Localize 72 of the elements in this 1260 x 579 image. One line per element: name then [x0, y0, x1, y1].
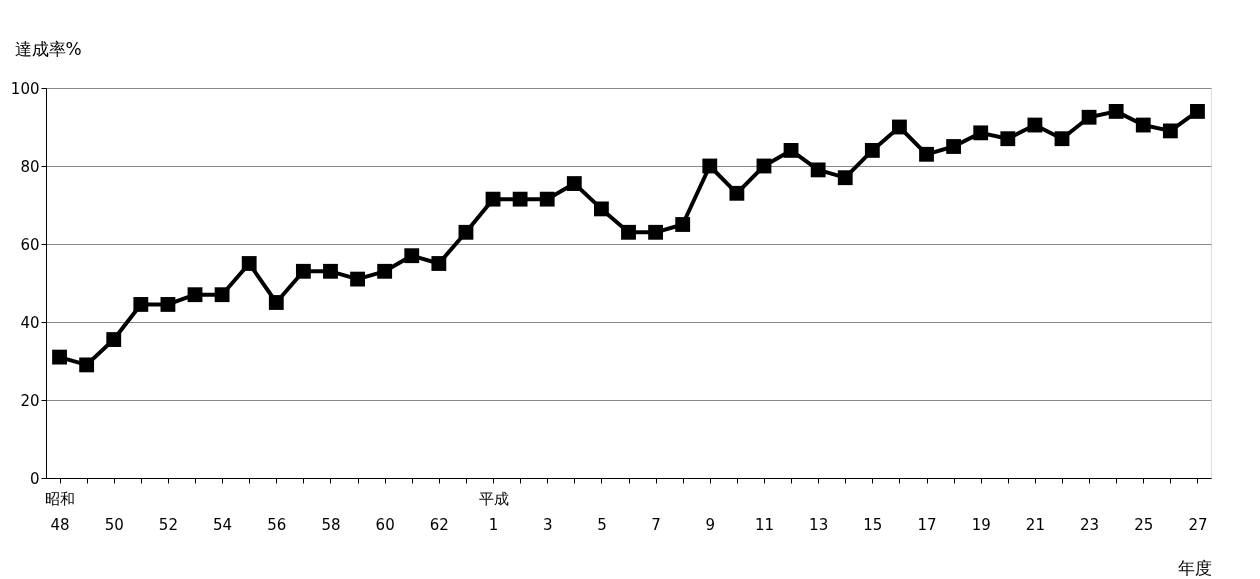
- point: [295, 263, 311, 279]
- x-axis-title: 年度: [1177, 557, 1212, 578]
- point: [187, 287, 203, 303]
- point: [675, 217, 691, 232]
- y-tick-label: 100: [10, 79, 40, 98]
- point: [1027, 117, 1043, 133]
- point: [1081, 109, 1097, 125]
- y-tick-label: 20: [20, 391, 40, 410]
- point: [1108, 103, 1124, 119]
- x-tick-label: 52: [158, 515, 178, 534]
- point: [566, 176, 582, 191]
- point: [892, 119, 907, 135]
- point: [946, 139, 962, 154]
- point: [539, 191, 555, 207]
- point: [160, 297, 176, 312]
- point: [810, 162, 826, 178]
- x-tick-label: 17: [917, 515, 937, 534]
- x-tick-label: 3: [542, 515, 553, 534]
- point: [864, 142, 880, 158]
- x-tick-label: 54: [213, 515, 233, 534]
- x-tick-label: 23: [1080, 515, 1100, 534]
- x-tick-label: 62: [429, 515, 449, 534]
- point: [79, 357, 95, 373]
- point: [133, 297, 149, 312]
- x-tick-label: 60: [375, 515, 395, 534]
- x-tick-label: 19: [971, 515, 991, 534]
- x-tick-label: 13: [809, 515, 829, 534]
- x-tick-label: 25: [1134, 515, 1154, 534]
- point: [404, 248, 420, 264]
- point: [621, 224, 636, 240]
- point: [1190, 103, 1205, 119]
- point: [1000, 131, 1016, 147]
- x-tick-label: 11: [754, 515, 775, 534]
- x-tick-label: 昭和 48: [45, 489, 76, 534]
- point: [241, 256, 257, 271]
- point: [323, 263, 338, 279]
- x-tick-label: 27: [1188, 515, 1208, 534]
- y-tick-label: 80: [20, 157, 40, 176]
- point: [52, 349, 67, 365]
- point: [268, 295, 284, 310]
- point: [919, 146, 934, 162]
- x-tick-label: 50: [104, 515, 124, 534]
- point: [377, 263, 393, 279]
- point: [702, 158, 718, 174]
- x-tick-label: 21: [1025, 515, 1045, 534]
- x-tick-label: 7: [651, 515, 661, 534]
- point: [106, 332, 122, 347]
- point: [1135, 117, 1151, 133]
- point: [973, 125, 989, 141]
- point: [1054, 131, 1070, 147]
- point: [837, 170, 853, 186]
- point: [214, 287, 230, 303]
- point: [431, 256, 447, 271]
- point: [729, 185, 745, 201]
- point: [350, 271, 365, 287]
- y-tick-label: 40: [20, 313, 40, 332]
- x-tick-label: 平成 1: [478, 489, 509, 534]
- x-tick-label: 58: [321, 515, 341, 534]
- y-axis-title: 達成率%: [14, 38, 82, 59]
- point: [648, 224, 664, 240]
- x-tick-label: 56: [267, 515, 287, 534]
- x-tick-label: 5: [597, 515, 607, 534]
- y-tick-label: 60: [20, 235, 40, 254]
- point: [485, 191, 501, 207]
- point: [458, 224, 474, 240]
- x-tick-label: 9: [705, 515, 716, 534]
- point: [593, 201, 609, 217]
- x-tick-label: 15: [863, 515, 883, 534]
- point: [783, 142, 799, 158]
- y-tick-label: 0: [29, 469, 40, 488]
- point: [1162, 123, 1178, 139]
- point: [512, 191, 528, 207]
